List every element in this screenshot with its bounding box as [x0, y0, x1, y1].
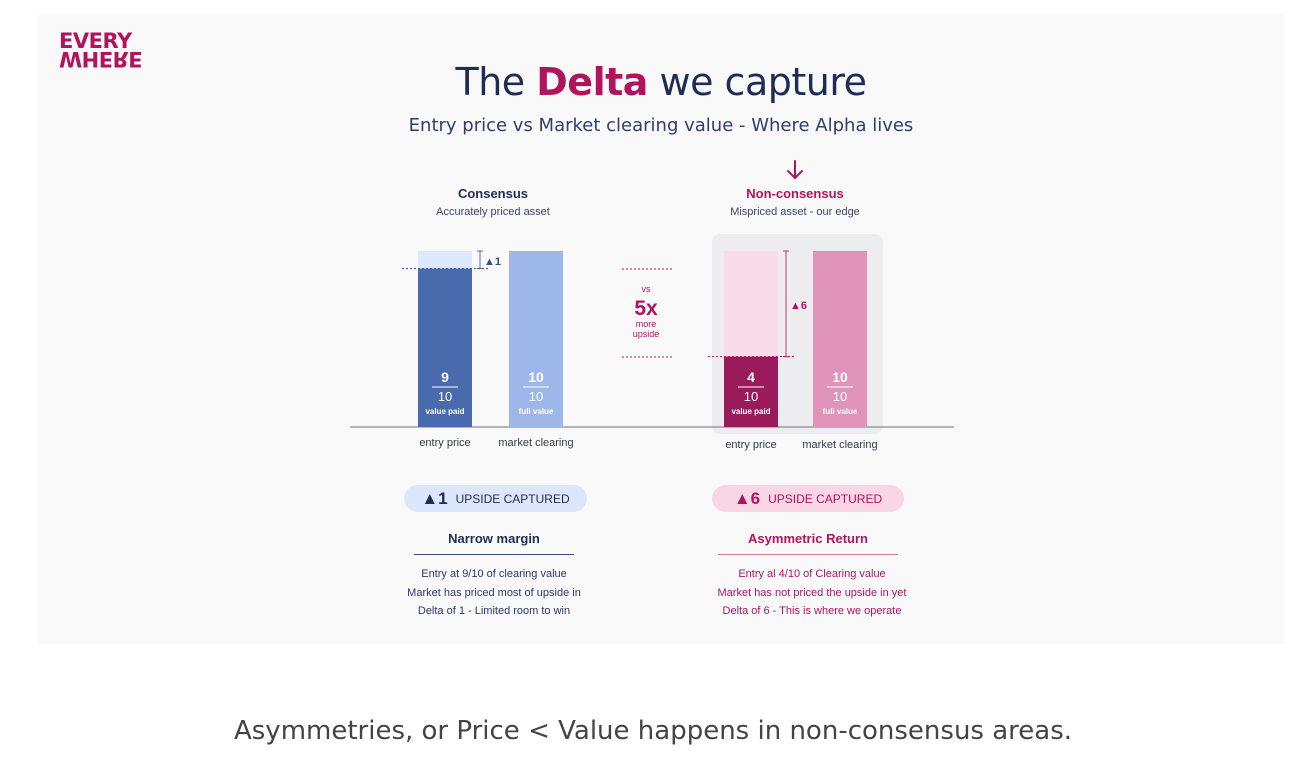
consensus-category-label: market clearing: [498, 437, 573, 449]
consensus-divider: [414, 554, 574, 555]
consensus-bar-value: 9: [441, 369, 449, 385]
nonconsensus-category-label: entry price: [725, 439, 776, 451]
nonconsensus-bar-denominator: 10: [744, 389, 758, 404]
consensus-bar: [509, 251, 563, 427]
nonconsensus-pill-number: ▲6: [733, 488, 761, 508]
title-after: we capture: [659, 60, 868, 104]
nonconsensus-description: Entry al 4/10 of Clearing value Market h…: [682, 565, 942, 621]
slide-title: The Delta we capture: [38, 60, 1284, 104]
nonconsensus-desc-line: Entry al 4/10 of Clearing value: [738, 568, 886, 580]
logo-line-1: EVERY: [59, 29, 132, 53]
title-highlight: Delta: [536, 60, 648, 104]
slide: EVERY WHERE The Delta we capture Entry p…: [38, 14, 1284, 644]
nonconsensus-delta-label: ▲6: [790, 300, 807, 312]
consensus-bar-label: full value: [519, 407, 554, 416]
slide-subtitle: Entry price vs Market clearing value - W…: [408, 115, 914, 136]
nonconsensus-heading: Asymmetric Return: [748, 531, 868, 546]
consensus-chart-subtitle: Accurately priced asset: [436, 206, 550, 218]
consensus-bar-value: 10: [528, 369, 544, 385]
consensus-bar: [418, 268, 472, 427]
nonconsensus-bar-value: 10: [832, 369, 848, 385]
nonconsensus-upside-gap: [724, 251, 778, 357]
nonconsensus-desc-line: Delta of 6 - This is where we operate: [722, 605, 902, 617]
figure-caption: Asymmetries, or Price < Value happens in…: [233, 716, 1073, 746]
consensus-desc-line: Delta of 1 - Limited room to win: [417, 605, 571, 617]
consensus-desc-line: Market has priced most of upside in: [407, 586, 581, 599]
nonconsensus-bar-denominator: 10: [833, 389, 847, 404]
consensus-bar-label: value paid: [425, 407, 464, 416]
down-arrow-icon: [787, 160, 803, 180]
consensus-chart-title: Consensus: [458, 186, 528, 201]
consensus-desc-line: Entry at 9/10 of clearing value: [421, 568, 567, 580]
consensus-bar-denominator: 10: [529, 389, 543, 404]
consensus-upside-gap: [418, 251, 472, 269]
comparison-line-2: upside: [633, 329, 660, 339]
everywhere-logo: EVERY WHERE: [59, 31, 142, 72]
consensus-delta-label: ▲1: [484, 256, 501, 268]
nonconsensus-chart-title: Non-consensus: [746, 186, 844, 201]
comparison-vs: vs: [642, 284, 652, 294]
delta-bar-charts: Consensus Accurately priced asset 9 10 value…: [350, 160, 954, 451]
comparison-multiple: 5x: [634, 297, 658, 320]
nonconsensus-bar-label: full value: [823, 407, 858, 416]
consensus-pill-number: ▲1: [421, 488, 448, 508]
nonconsensus-desc-line: Market has not priced the upside in yet: [717, 586, 907, 599]
consensus-category-label: entry price: [419, 437, 470, 449]
nonconsensus-category-label: market clearing: [802, 439, 877, 451]
comparison-line-1: more: [636, 319, 657, 329]
consensus-upside-pill: ▲1 UPSIDE CAPTURED: [404, 485, 587, 512]
title-before: The: [455, 60, 525, 104]
consensus-pill-text: UPSIDE CAPTURED: [455, 491, 570, 506]
nonconsensus-divider: [718, 554, 898, 555]
nonconsensus-bar-value: 4: [747, 369, 755, 385]
nonconsensus-bar-label: value paid: [731, 407, 770, 416]
nonconsensus-bar: [724, 356, 778, 427]
nonconsensus-bar: [813, 251, 867, 427]
nonconsensus-pill-text: UPSIDE CAPTURED: [768, 491, 883, 506]
consensus-description: Entry at 9/10 of clearing value Market h…: [378, 565, 610, 621]
nonconsensus-chart-subtitle: Mispriced asset - our edge: [730, 206, 860, 218]
consensus-heading: Narrow margin: [448, 531, 540, 546]
consensus-bar-denominator: 10: [438, 389, 452, 404]
nonconsensus-upside-pill: ▲6 UPSIDE CAPTURED: [712, 485, 904, 512]
